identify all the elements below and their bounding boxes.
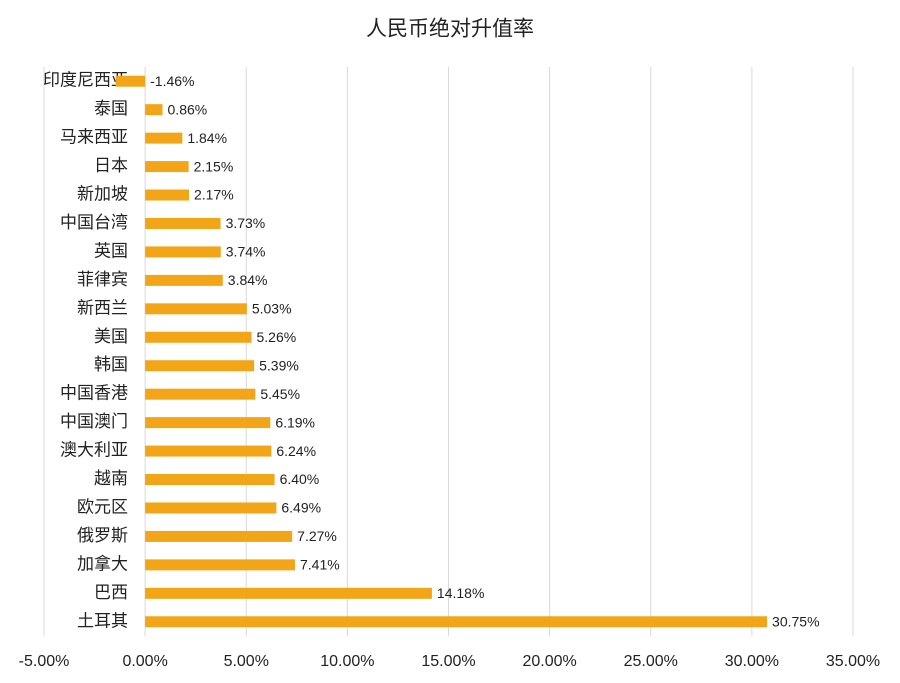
value-label: 14.18% xyxy=(437,585,484,601)
value-label: 30.75% xyxy=(772,613,819,629)
bar xyxy=(145,331,252,343)
y-tick-label: 英国 xyxy=(94,241,128,260)
value-label: 2.17% xyxy=(194,187,234,203)
bar xyxy=(145,559,295,571)
x-tick-label: 20.00% xyxy=(522,653,576,670)
value-label: 3.84% xyxy=(228,272,268,288)
bar xyxy=(145,616,768,628)
y-tick-label: 中国台湾 xyxy=(60,213,128,232)
bar xyxy=(145,530,293,542)
y-tick-label: 新西兰 xyxy=(77,298,128,317)
value-label: 0.86% xyxy=(168,101,208,117)
x-tick-label: 35.00% xyxy=(826,653,880,670)
x-tick-label: 15.00% xyxy=(421,653,475,670)
y-tick-label: 美国 xyxy=(94,327,128,346)
bar xyxy=(145,161,189,173)
value-label: 6.19% xyxy=(275,414,315,430)
bar xyxy=(145,217,221,229)
y-tick-label: 越南 xyxy=(94,469,128,488)
value-label: 5.39% xyxy=(259,357,299,373)
bar xyxy=(145,502,277,514)
bar xyxy=(145,104,163,116)
y-tick-label: 欧元区 xyxy=(77,497,128,516)
value-label: 6.40% xyxy=(280,471,320,487)
y-tick-label: 澳大利亚 xyxy=(60,441,128,460)
value-label: 5.45% xyxy=(260,386,300,402)
bar xyxy=(145,274,223,286)
x-tick-label: -5.00% xyxy=(19,653,70,670)
y-tick-label: 印度尼西亚 xyxy=(43,71,128,90)
bar xyxy=(145,474,275,486)
y-tick-label: 泰国 xyxy=(94,99,128,118)
value-label: 3.73% xyxy=(226,215,266,231)
y-tick-label: 土耳其 xyxy=(77,611,128,630)
value-label: 2.15% xyxy=(194,158,234,174)
value-label: 5.03% xyxy=(252,301,292,317)
y-tick-label: 新加坡 xyxy=(77,185,128,204)
bar xyxy=(115,75,146,87)
x-tick-label: 5.00% xyxy=(224,653,269,670)
y-tick-label: 中国澳门 xyxy=(60,412,128,431)
chart-title: 人民币绝对升值率 xyxy=(366,18,534,41)
y-tick-label: 巴西 xyxy=(94,583,128,602)
value-label: 5.26% xyxy=(257,329,297,345)
bar xyxy=(145,445,272,457)
bar xyxy=(145,132,183,144)
y-tick-label: 中国香港 xyxy=(60,384,128,403)
x-tick-label: 25.00% xyxy=(624,653,678,670)
bar xyxy=(145,360,255,372)
bar xyxy=(145,303,247,315)
x-tick-label: 0.00% xyxy=(122,653,167,670)
value-label: 6.49% xyxy=(281,500,321,516)
y-tick-label: 马来西亚 xyxy=(60,128,128,147)
value-label: 3.74% xyxy=(226,244,266,260)
bar xyxy=(145,189,190,201)
bar xyxy=(145,417,271,429)
y-tick-label: 日本 xyxy=(94,156,128,175)
bar xyxy=(145,388,256,400)
y-tick-label: 俄罗斯 xyxy=(77,526,128,545)
bar xyxy=(145,246,221,258)
y-tick-label: 菲律宾 xyxy=(77,270,128,289)
y-tick-label: 韩国 xyxy=(94,355,128,374)
x-tick-label: 30.00% xyxy=(725,653,779,670)
bar xyxy=(145,587,432,599)
value-label: -1.46% xyxy=(150,73,194,89)
x-tick-label: 10.00% xyxy=(320,653,374,670)
value-label: 7.41% xyxy=(300,557,340,573)
value-label: 6.24% xyxy=(276,443,316,459)
value-label: 1.84% xyxy=(187,130,227,146)
y-tick-label: 加拿大 xyxy=(77,553,128,573)
value-label: 7.27% xyxy=(297,528,337,544)
